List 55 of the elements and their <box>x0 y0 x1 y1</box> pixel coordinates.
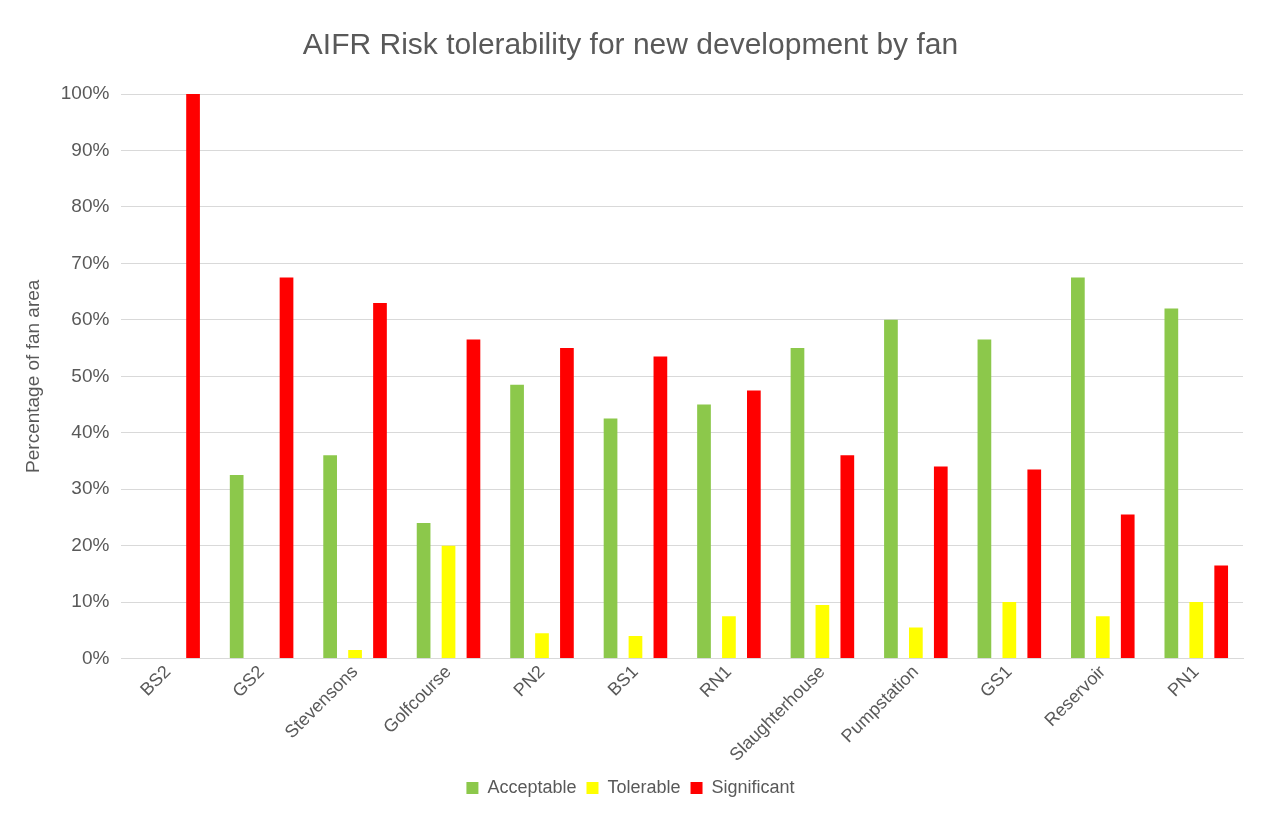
bar <box>628 635 643 659</box>
bar <box>1071 277 1085 659</box>
x-tick-label: GS2 <box>228 661 268 702</box>
y-tick-label: 80% <box>71 195 110 217</box>
bar <box>933 466 948 659</box>
x-tick-label: RN1 <box>695 661 736 702</box>
bar <box>1164 308 1179 659</box>
bar <box>441 545 456 659</box>
bar <box>535 633 549 659</box>
legend-label: Acceptable <box>487 776 577 797</box>
bar <box>373 302 387 659</box>
bar <box>186 94 200 659</box>
bar <box>416 523 431 659</box>
bar <box>348 650 362 659</box>
bar <box>323 455 337 659</box>
y-tick-label: 90% <box>71 138 110 160</box>
bar <box>560 348 574 659</box>
bar <box>603 418 618 659</box>
chart-title: AIFR Risk tolerability for new development by fan <box>302 27 959 61</box>
bar <box>977 339 992 659</box>
x-tick-label: BS2 <box>136 661 175 700</box>
bar <box>1095 616 1110 659</box>
y-tick-label: 60% <box>71 308 110 330</box>
bar <box>1002 602 1017 659</box>
bar <box>697 404 711 659</box>
bar <box>229 475 244 659</box>
bar <box>653 356 668 659</box>
bar <box>466 339 481 659</box>
y-tick-label: 20% <box>71 533 110 555</box>
y-tick-label: 100% <box>60 82 110 104</box>
bar <box>909 627 923 659</box>
x-tick-label: GS1 <box>976 661 1016 702</box>
bar <box>747 390 761 659</box>
bar <box>815 604 830 659</box>
legend-label: Significant <box>711 776 795 797</box>
bar <box>1027 469 1042 659</box>
bar <box>790 348 805 659</box>
y-tick-label: 70% <box>71 251 110 273</box>
bar <box>279 277 294 659</box>
bar <box>722 616 736 659</box>
y-tick-label: 30% <box>71 477 110 499</box>
y-tick-label: 10% <box>71 590 110 612</box>
legend-label: Tolerable <box>607 776 681 797</box>
y-tick-label: 40% <box>71 420 110 442</box>
bar <box>1189 602 1204 659</box>
bar <box>840 455 855 659</box>
y-axis-title: Percentage of fan area <box>21 279 43 473</box>
bar <box>1120 514 1135 659</box>
bar <box>1214 565 1229 659</box>
x-tick-label: BS1 <box>603 661 642 700</box>
bar <box>884 319 898 659</box>
x-tick-label: PN1 <box>1163 661 1203 701</box>
y-tick-label: 0% <box>81 646 110 668</box>
y-tick-label: 50% <box>71 364 110 386</box>
bar <box>510 384 524 659</box>
